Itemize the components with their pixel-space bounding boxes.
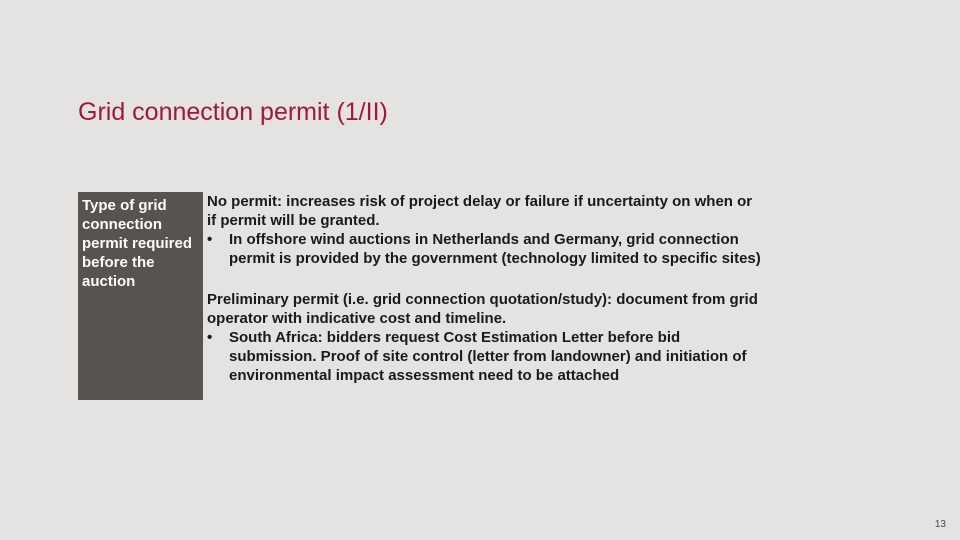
bullet-icon: • [207,328,229,385]
bullet-row: • South Africa: bidders request Cost Est… [203,328,763,385]
slide: Grid connection permit (1/II) Type of gr… [0,0,960,540]
bullet-text: In offshore wind auctions in Netherlands… [229,230,763,268]
label-box: Type of grid connection permit required … [78,192,203,400]
body-block: Preliminary permit (i.e. grid connection… [203,290,763,385]
bullet-icon: • [207,230,229,268]
body-block: No permit: increases risk of project del… [203,192,763,268]
content-row: Type of grid connection permit required … [78,192,763,407]
page-number: 13 [935,519,946,530]
block-intro: No permit: increases risk of project del… [203,192,763,230]
bullet-row: • In offshore wind auctions in Netherlan… [203,230,763,268]
block-intro: Preliminary permit (i.e. grid connection… [203,290,763,328]
bullet-text: South Africa: bidders request Cost Estim… [229,328,763,385]
body-column: No permit: increases risk of project del… [203,192,763,407]
slide-title: Grid connection permit (1/II) [78,98,388,127]
